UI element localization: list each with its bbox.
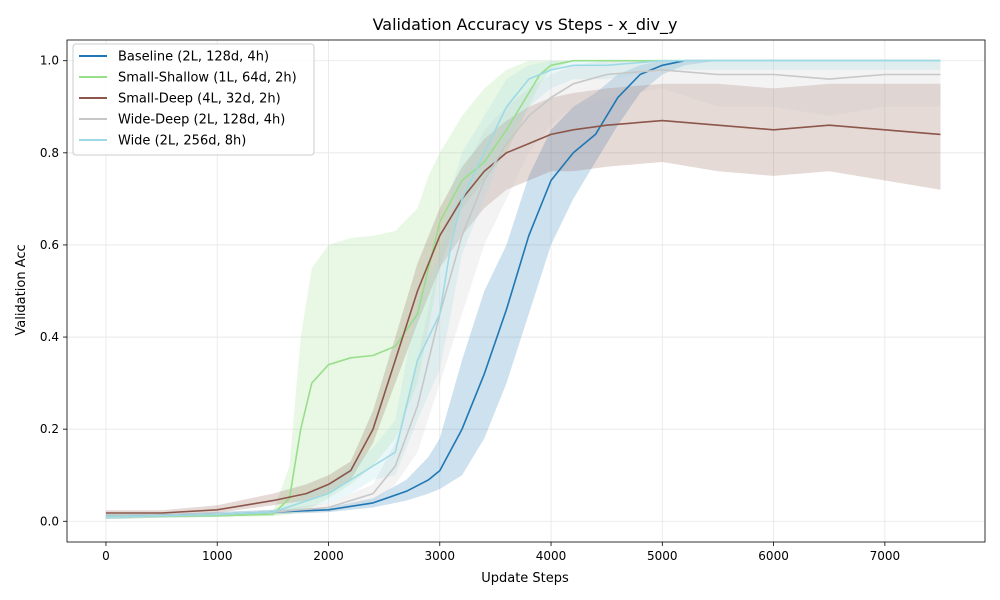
legend-entry: Wide-Deep (2L, 128d, 4h) xyxy=(118,113,285,128)
legend: Baseline (2L, 128d, 4h) Small-Shallow (1L… xyxy=(72,43,315,156)
x-tick-label: 0 xyxy=(102,549,110,563)
legend-entry: Baseline (2L, 128d, 4h) xyxy=(118,50,269,65)
plot-frame xyxy=(66,39,986,543)
x-tick-label: 1000 xyxy=(202,549,233,563)
x-tick-label: 5000 xyxy=(647,549,678,563)
x-tick-label: 7000 xyxy=(870,549,901,563)
legend-entry: Small-Deep (4L, 32d, 2h) xyxy=(118,92,281,107)
y-tick-label: 0.6 xyxy=(40,238,59,252)
y-tick-label: 1.0 xyxy=(40,54,59,68)
line-series-2 xyxy=(105,119,941,514)
x-tick-label: 4000 xyxy=(536,549,567,563)
line-series-3 xyxy=(105,69,941,518)
legend-entry: Small-Shallow (1L, 64d, 2h) xyxy=(118,71,297,86)
y-tick-label: 0.2 xyxy=(40,422,59,436)
x-tick-label: 3000 xyxy=(424,549,455,563)
band-series-0 xyxy=(105,60,941,519)
legend-entry: Wide (2L, 256d, 8h) xyxy=(118,134,246,149)
legend-box xyxy=(72,43,315,156)
x-tick-label: 6000 xyxy=(758,549,789,563)
band-series-3 xyxy=(105,60,941,519)
grid xyxy=(67,40,985,542)
x-axis-ticks: 0 1000 2000 3000 4000 5000 6000 7000 xyxy=(102,542,900,563)
x-axis-label: Update Steps xyxy=(481,571,569,586)
y-tick-label: 0.8 xyxy=(40,146,59,160)
y-axis-ticks: 0.0 0.2 0.4 0.6 0.8 1.0 xyxy=(40,54,67,528)
series-lines xyxy=(105,59,941,518)
y-tick-label: 0.4 xyxy=(40,330,59,344)
chart-title: Validation Accuracy vs Steps - x_div_y xyxy=(373,15,678,35)
y-axis-label: Validation Acc xyxy=(14,244,29,335)
band-series-1 xyxy=(105,60,941,519)
y-tick-label: 0.0 xyxy=(40,514,59,528)
x-tick-label: 2000 xyxy=(313,549,344,563)
line-series-4 xyxy=(105,59,941,518)
